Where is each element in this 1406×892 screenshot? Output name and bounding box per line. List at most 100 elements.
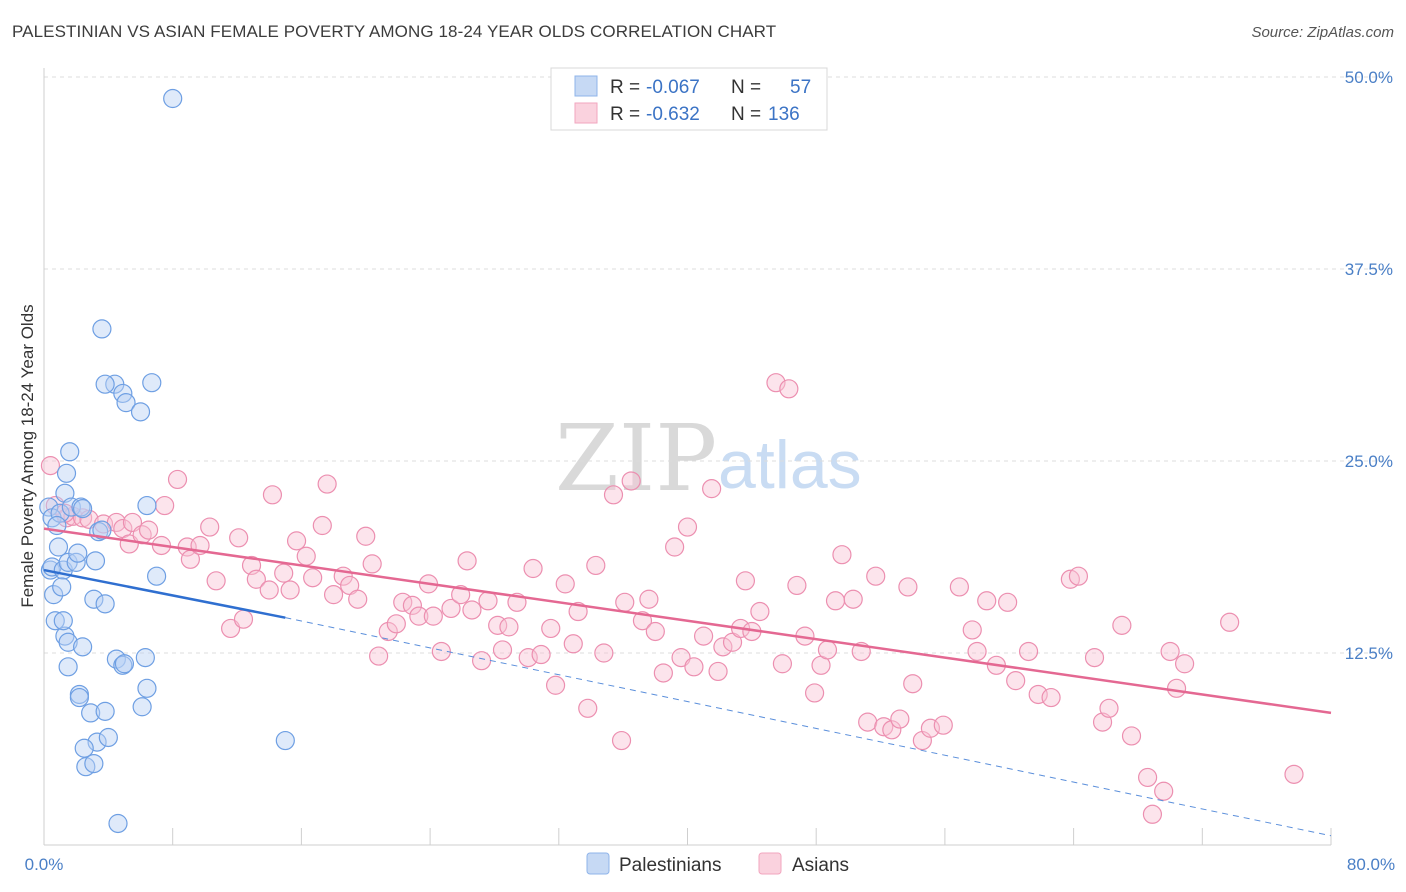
asian-point — [1121, 726, 1142, 746]
palestinian-point — [137, 495, 157, 516]
palestinian-point — [147, 566, 167, 586]
asian-point — [323, 585, 344, 605]
asian-point — [545, 675, 566, 695]
legend-n-value-2: 136 — [768, 104, 800, 125]
legend-r-value-1: -0.067 — [646, 77, 700, 98]
y-axis-label: Female Poverty Among 18-24 Year Olds — [18, 304, 37, 607]
legend-r-label-1: R = — [610, 77, 640, 98]
asian-point — [221, 618, 241, 639]
asian-point — [362, 554, 382, 574]
legend-label-palestinians: Palestinians — [619, 855, 721, 876]
stats-legend: R = -0.067 N = 57 R = -0.632 N = 136 — [550, 67, 828, 131]
chart-title: PALESTINIAN VS ASIAN FEMALE POVERTY AMON… — [12, 22, 777, 41]
legend-swatch-palestinians — [586, 852, 610, 875]
asian-point — [615, 592, 635, 612]
palestinian-point — [44, 585, 64, 605]
palestinian-point — [48, 537, 69, 557]
asian-point — [677, 517, 698, 537]
legend-swatch-asians — [758, 852, 782, 875]
palestinian-point — [114, 654, 135, 674]
asian-point — [138, 520, 159, 540]
asian-point — [555, 574, 575, 594]
asian-point — [621, 471, 641, 491]
palestinians-points — [39, 88, 295, 834]
palestinian-point — [69, 687, 89, 708]
watermark-atlas: atlas — [718, 427, 862, 503]
asian-point — [280, 580, 300, 600]
asian-point — [200, 517, 220, 537]
y-tick-labels: 12.5% 25.0% 37.5% 50.0% — [1345, 68, 1393, 663]
palestinian-point — [95, 594, 115, 614]
x-tick-label-min: 0.0% — [25, 855, 64, 874]
asian-point — [317, 474, 337, 494]
asian-point — [1220, 612, 1240, 632]
asian-point — [431, 641, 451, 662]
asian-point — [409, 606, 429, 626]
asian-point — [684, 657, 704, 677]
asian-point — [386, 614, 406, 634]
asian-point — [832, 545, 852, 565]
asian-point — [665, 537, 685, 557]
asian-point — [898, 577, 918, 597]
asian-point — [155, 495, 175, 516]
x-ticks — [43, 828, 1332, 845]
asian-point — [817, 640, 838, 660]
legend-label-asians: Asians — [792, 855, 849, 876]
palestinian-point — [130, 402, 151, 422]
asian-point — [858, 712, 878, 732]
asian-point — [713, 637, 733, 657]
asian-point — [998, 592, 1018, 612]
palestinians-trend-extension — [285, 617, 1332, 837]
asian-point — [471, 651, 492, 671]
y-tick-label: 25.0% — [1345, 452, 1393, 471]
asian-point — [750, 601, 770, 622]
asian-point — [825, 591, 846, 611]
asian-point — [804, 683, 825, 703]
source-note: Source: ZipAtlas.com — [1251, 24, 1394, 41]
palestinian-point — [275, 730, 295, 751]
palestinian-point — [73, 637, 93, 657]
watermark: ZIP atlas — [555, 405, 862, 512]
asian-point — [1142, 804, 1163, 824]
legend-n-label-2: N = — [731, 104, 761, 125]
watermark-zip: ZIP — [555, 405, 717, 512]
legend-r-label-2: R = — [610, 104, 640, 125]
asian-point — [296, 546, 316, 566]
asian-point — [603, 485, 624, 505]
asian-point — [772, 654, 793, 674]
asians-points — [40, 373, 1304, 824]
asian-point — [423, 606, 443, 626]
asian-point — [531, 644, 551, 665]
asian-point — [1041, 687, 1061, 708]
asian-point — [882, 720, 902, 740]
asian-point — [890, 709, 910, 729]
palestinian-point — [92, 520, 112, 540]
palestinians-trend-line — [43, 568, 286, 619]
asian-point — [787, 575, 807, 596]
palestinian-point — [73, 499, 93, 519]
asian-point — [167, 469, 188, 490]
asian-point — [286, 531, 307, 551]
asian-point — [441, 598, 461, 619]
palestinian-point — [132, 697, 152, 717]
palestinian-point — [137, 678, 157, 698]
asian-point — [702, 479, 722, 499]
asian-point — [233, 609, 254, 629]
asian-point — [639, 589, 659, 609]
palestinian-point — [116, 393, 136, 413]
asian-point — [1006, 671, 1026, 691]
asian-point — [977, 591, 997, 611]
asian-point — [563, 634, 583, 654]
asian-point — [611, 730, 632, 751]
asian-point — [462, 600, 482, 620]
palestinian-point — [108, 813, 128, 834]
palestinian-point — [74, 738, 94, 758]
y-tick-label: 37.5% — [1345, 260, 1393, 279]
asian-point — [903, 674, 923, 694]
asian-point — [1154, 781, 1174, 801]
asian-point — [478, 591, 498, 611]
asian-point — [671, 648, 691, 668]
asian-point — [933, 715, 953, 735]
asian-point — [229, 528, 249, 548]
